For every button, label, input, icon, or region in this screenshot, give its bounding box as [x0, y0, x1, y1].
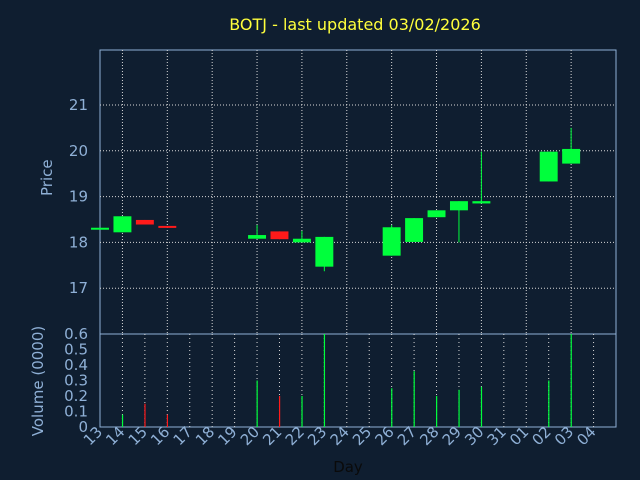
volume-bar [548, 380, 550, 427]
volume-bar [570, 334, 572, 427]
volume-bar [480, 386, 483, 427]
candle-body [539, 151, 558, 182]
volume-grid [121, 334, 595, 427]
x-tick-labels: 1314151617181920212223242526272829303101… [80, 423, 600, 449]
price-axis-label: Price [38, 159, 56, 196]
candle-body [315, 236, 334, 267]
candle-body [292, 238, 311, 243]
candle [562, 127, 581, 164]
candle [405, 218, 424, 242]
candle-body [382, 227, 401, 256]
x-axis-label: Day [333, 458, 363, 476]
volume-axis-label: Volume (0000) [29, 326, 47, 436]
volume-bar [391, 388, 393, 427]
price-y-tick-label: 19 [69, 188, 88, 206]
volume-y-tick-label: 0.3 [64, 372, 88, 390]
volume-y-tick-label: 0 [78, 418, 88, 436]
candle [382, 224, 401, 256]
volume-bar [458, 389, 460, 427]
candle [135, 219, 154, 225]
candle [472, 151, 491, 204]
candle-body [158, 225, 177, 228]
volume-y-ticks: 00.10.20.30.40.50.6 [64, 325, 88, 436]
volume-bar [278, 396, 281, 427]
volume-y-tick-label: 0.2 [64, 387, 88, 405]
candle-body [405, 218, 424, 242]
chart-title: BOTJ - last updated 03/02/2026 [229, 15, 481, 34]
volume-bar [301, 396, 303, 427]
candle-body [91, 227, 109, 230]
candle-body [562, 148, 581, 164]
price-y-tick-label: 18 [69, 233, 88, 251]
volume-bar [121, 414, 124, 427]
volume-bar [323, 334, 326, 427]
candle-body [270, 231, 289, 240]
candle-body [135, 219, 154, 225]
price-panel: 17 18 19 20 21 Price [38, 49, 617, 335]
volume-panel: 00.10.20.30.40.50.6 Volume (0000) [29, 325, 617, 436]
volume-bar [413, 371, 415, 427]
candle [427, 210, 446, 218]
candle-body [427, 210, 446, 218]
volume-bar [166, 414, 169, 427]
price-y-ticks: 17 18 19 20 21 [69, 96, 88, 297]
volume-plot-frame [99, 333, 617, 428]
volume-y-tick-label: 0.1 [64, 403, 88, 421]
volume-y-tick-label: 0.6 [64, 325, 88, 343]
candles [91, 127, 581, 272]
price-y-tick-label: 21 [69, 96, 88, 114]
candle [449, 201, 468, 243]
candle [270, 231, 289, 240]
candle [91, 227, 109, 230]
candle [292, 230, 311, 243]
candle-body [449, 201, 468, 211]
price-y-tick-label: 17 [69, 279, 88, 297]
volume-bars [121, 334, 572, 427]
candle-body [248, 235, 267, 239]
volume-bar [436, 396, 438, 427]
candle-body [113, 216, 132, 233]
volume-bar [256, 380, 258, 427]
candle [539, 151, 558, 182]
volume-y-tick-label: 0.4 [64, 356, 88, 374]
candle-body [472, 201, 491, 204]
candle [113, 216, 132, 233]
volume-y-tick-label: 0.5 [64, 341, 88, 359]
candle [248, 224, 267, 239]
candle [315, 236, 334, 272]
price-plot-frame [99, 49, 617, 335]
price-grid [100, 50, 616, 334]
volume-bar [144, 403, 146, 427]
price-y-tick-label: 20 [69, 142, 88, 160]
candle [158, 225, 177, 228]
